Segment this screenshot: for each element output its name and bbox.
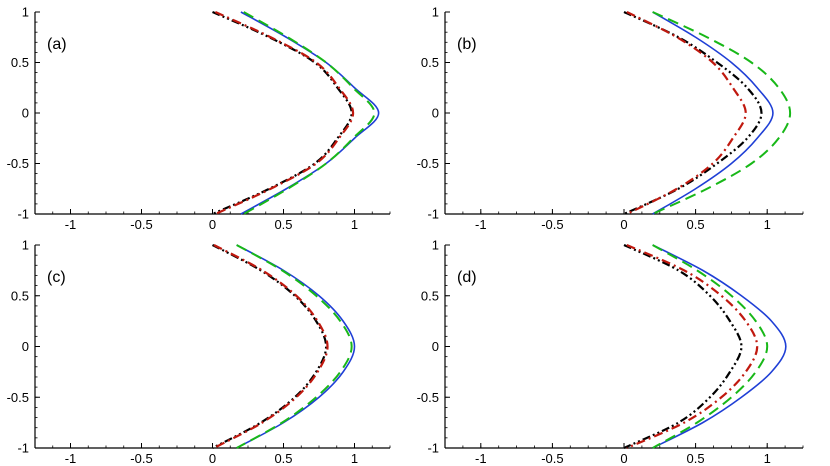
y-tick-label: 1 bbox=[22, 5, 29, 20]
x-tick-label: 1 bbox=[764, 451, 771, 466]
series-line-solid bbox=[652, 11, 774, 215]
series-line-dashed bbox=[243, 11, 376, 215]
series-line-dashdot bbox=[214, 10, 355, 216]
chart-panel-3: -1 -0.5 0 0.5 1 1 0.5 0 -0.5 -1 (c) bbox=[7, 238, 391, 466]
panel-label: (c) bbox=[47, 269, 66, 286]
series-line-dashdot bbox=[626, 11, 747, 215]
y-tick-label: -0.5 bbox=[7, 390, 29, 405]
y-tick-label: -1 bbox=[17, 441, 29, 456]
y-tick-label: -0.5 bbox=[417, 156, 439, 171]
x-tick-label: 0 bbox=[209, 217, 216, 232]
x-tick-label: 0.5 bbox=[687, 451, 705, 466]
y-tick-label: 1 bbox=[432, 5, 439, 20]
series-line-dashdotdot bbox=[623, 244, 743, 449]
x-tick-label: 0 bbox=[620, 217, 627, 232]
x-tick-label: -1 bbox=[65, 451, 77, 466]
x-tick-label: -0.5 bbox=[541, 217, 563, 232]
x-tick-label: -0.5 bbox=[130, 451, 152, 466]
x-tick-label: 0.5 bbox=[687, 217, 705, 232]
panel-label: (d) bbox=[457, 269, 477, 286]
series-line-dashed bbox=[652, 11, 792, 215]
series-line-dashdotdot bbox=[623, 11, 763, 215]
y-tick-label: -0.5 bbox=[7, 156, 29, 171]
series-line-dashdotdot bbox=[212, 10, 353, 216]
chart-panel-1: -1 -0.5 0 0.5 1 1 0.5 0 -0.5 -1 (a) bbox=[7, 5, 391, 232]
x-tick-label: 1 bbox=[351, 451, 358, 466]
y-tick-label: 0.5 bbox=[11, 55, 29, 70]
series-line-dashdot bbox=[626, 243, 759, 450]
x-tick-label: 0.5 bbox=[274, 451, 292, 466]
y-tick-label: -0.5 bbox=[417, 390, 439, 405]
x-tick-label: -1 bbox=[475, 451, 487, 466]
y-tick-label: -1 bbox=[427, 207, 439, 222]
series-line-dashdot bbox=[213, 244, 329, 449]
y-tick-label: 1 bbox=[22, 238, 29, 253]
series-line-solid bbox=[652, 244, 787, 449]
series-line-dashed bbox=[236, 244, 353, 449]
x-tick-label: -1 bbox=[475, 217, 487, 232]
y-tick-label: 0 bbox=[22, 339, 29, 354]
x-tick-label: 0.5 bbox=[274, 217, 292, 232]
series-line-solid bbox=[240, 11, 380, 215]
y-tick-label: 0 bbox=[432, 106, 439, 121]
x-tick-label: -0.5 bbox=[541, 451, 563, 466]
y-tick-label: 0 bbox=[22, 106, 29, 121]
x-tick-label: 0 bbox=[620, 451, 627, 466]
x-tick-label: -0.5 bbox=[130, 217, 152, 232]
y-tick-label: 0.5 bbox=[11, 288, 29, 303]
chart-panel-2: -1 -0.5 0 0.5 1 1 0.5 0 -0.5 -1 (b) bbox=[417, 5, 804, 232]
y-tick-label: 0.5 bbox=[421, 288, 439, 303]
y-tick-label: -1 bbox=[427, 441, 439, 456]
x-tick-label: 1 bbox=[764, 217, 771, 232]
y-tick-label: -1 bbox=[17, 207, 29, 222]
series-line-solid bbox=[236, 244, 356, 449]
x-tick-label: 0 bbox=[209, 451, 216, 466]
series-line-dashed bbox=[652, 244, 769, 449]
panel-label: (b) bbox=[457, 36, 477, 53]
y-tick-label: 1 bbox=[432, 238, 439, 253]
panel-label: (a) bbox=[47, 36, 67, 53]
x-tick-label: -1 bbox=[65, 217, 77, 232]
y-tick-label: 0.5 bbox=[421, 55, 439, 70]
y-tick-label: 0 bbox=[432, 339, 439, 354]
chart-panel-4: -1 -0.5 0 0.5 1 1 0.5 0 -0.5 -1 (d) bbox=[417, 238, 804, 466]
x-tick-label: 1 bbox=[351, 217, 358, 232]
